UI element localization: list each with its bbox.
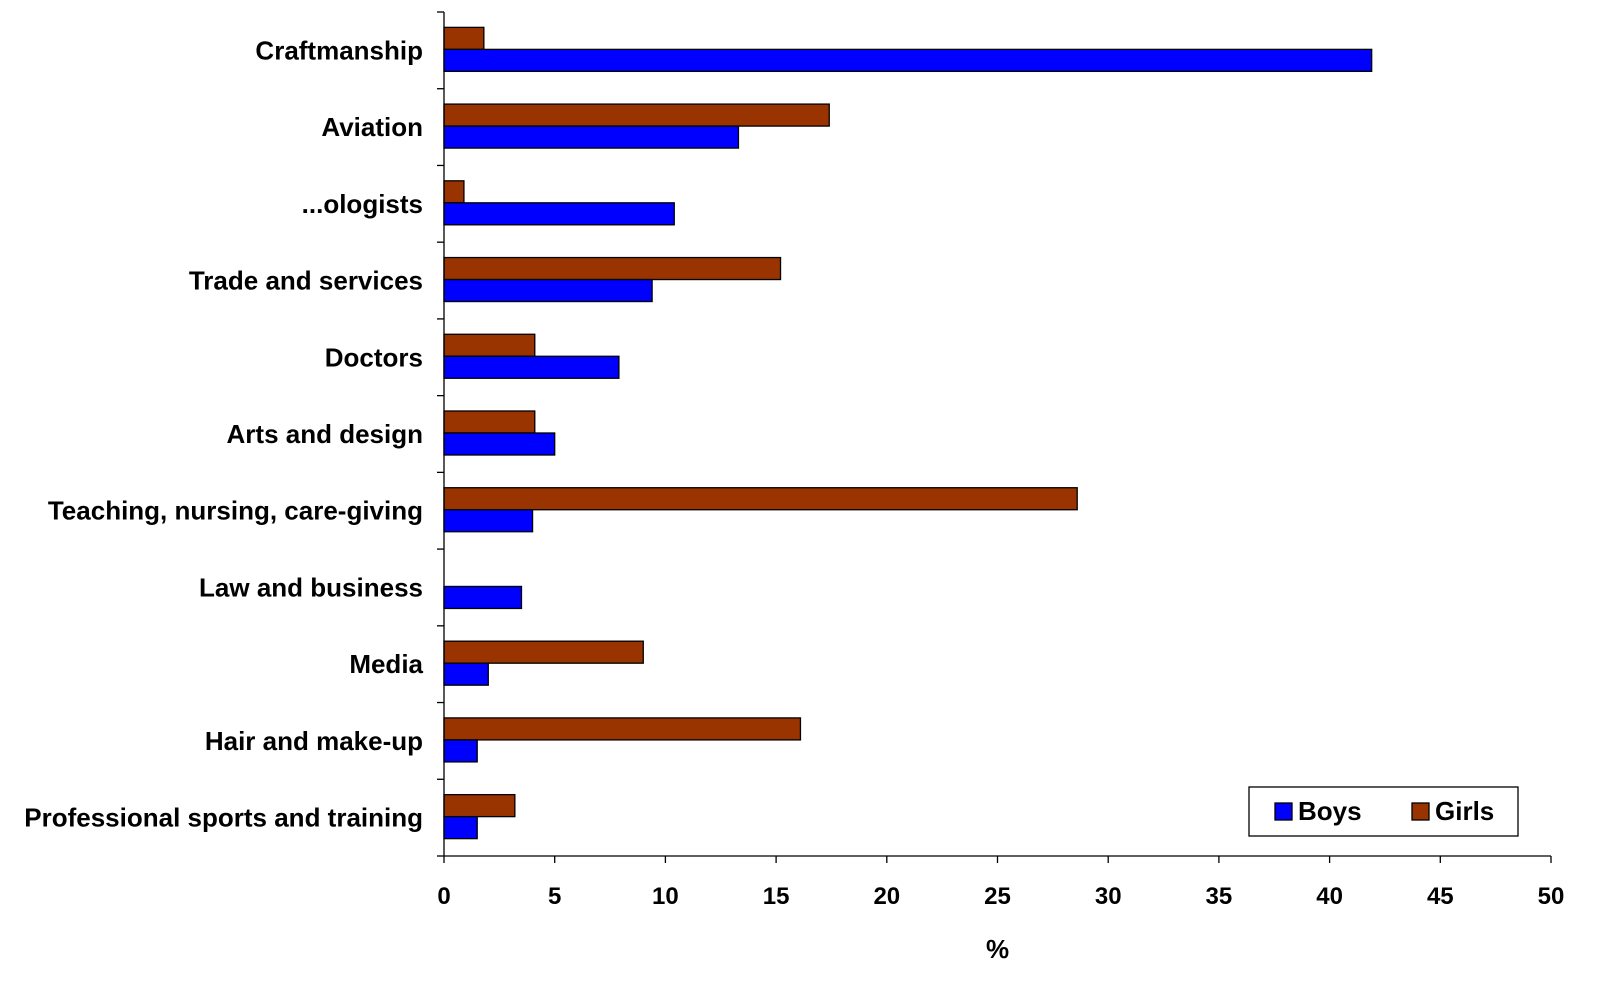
bar-boys-trade-and-services <box>443 278 653 303</box>
x-tick-label-40: 40 <box>1316 883 1343 910</box>
legend-swatch-boys <box>1274 802 1293 821</box>
bar-boys-ologists <box>443 202 675 226</box>
x-tick-label-45: 45 <box>1427 883 1454 910</box>
legend-label-boys: Boys <box>1298 796 1362 826</box>
bar-boys-law-and-business <box>443 585 523 610</box>
bar-girls-teaching-nursing-care-giving <box>443 487 1078 511</box>
category-label-arts-and-design: Arts and design <box>227 419 423 449</box>
x-tick-label-10: 10 <box>652 883 679 910</box>
category-label-aviation: Aviation <box>321 112 423 142</box>
bar-boys-media <box>443 662 489 686</box>
category-label-craftmanship: Craftmanship <box>255 35 423 65</box>
bar-girls-craftmanship <box>443 26 485 51</box>
bar-girls-ologists <box>443 180 465 204</box>
bar-boys-professional-sports-and-training <box>443 815 478 840</box>
x-tick-label-30: 30 <box>1095 883 1122 910</box>
x-tick-label-5: 5 <box>548 883 561 910</box>
bar-boys-teaching-nursing-care-giving <box>443 509 534 533</box>
category-label-teaching-nursing-care-giving: Teaching, nursing, care-giving <box>48 496 423 526</box>
bar-girls-professional-sports-and-training <box>443 793 516 818</box>
x-axis-title: % <box>986 934 1009 964</box>
bar-girls-doctors <box>443 333 536 357</box>
bar-girls-aviation <box>443 103 830 127</box>
x-tick-label-0: 0 <box>437 883 450 910</box>
category-label-media: Media <box>349 649 423 679</box>
legend-box <box>1248 786 1519 837</box>
category-label-professional-sports-and-training: Professional sports and training <box>24 803 423 833</box>
bar-girls-arts-and-design <box>443 410 536 434</box>
bar-girls-trade-and-services <box>443 256 782 281</box>
bar-boys-aviation <box>443 125 740 149</box>
x-tick-label-50: 50 <box>1538 883 1565 910</box>
bar-boys-craftmanship <box>443 48 1373 73</box>
bar-girls-hair-and-make-up <box>443 717 802 741</box>
legend-label-girls: Girls <box>1435 796 1494 826</box>
category-label-ologists: ...ologists <box>302 189 423 219</box>
x-tick-label-20: 20 <box>873 883 900 910</box>
bar-girls-media <box>443 640 644 664</box>
category-label-doctors: Doctors <box>325 342 423 372</box>
bar-boys-doctors <box>443 355 620 379</box>
legend-swatch-girls <box>1411 802 1430 821</box>
x-tick-label-25: 25 <box>984 883 1011 910</box>
category-label-hair-and-make-up: Hair and make-up <box>205 726 423 756</box>
category-label-trade-and-services: Trade and services <box>189 266 423 296</box>
category-label-law-and-business: Law and business <box>199 572 423 602</box>
bar-boys-arts-and-design <box>443 432 556 456</box>
bar-boys-hair-and-make-up <box>443 739 478 763</box>
x-tick-label-35: 35 <box>1206 883 1233 910</box>
x-tick-label-15: 15 <box>763 883 790 910</box>
